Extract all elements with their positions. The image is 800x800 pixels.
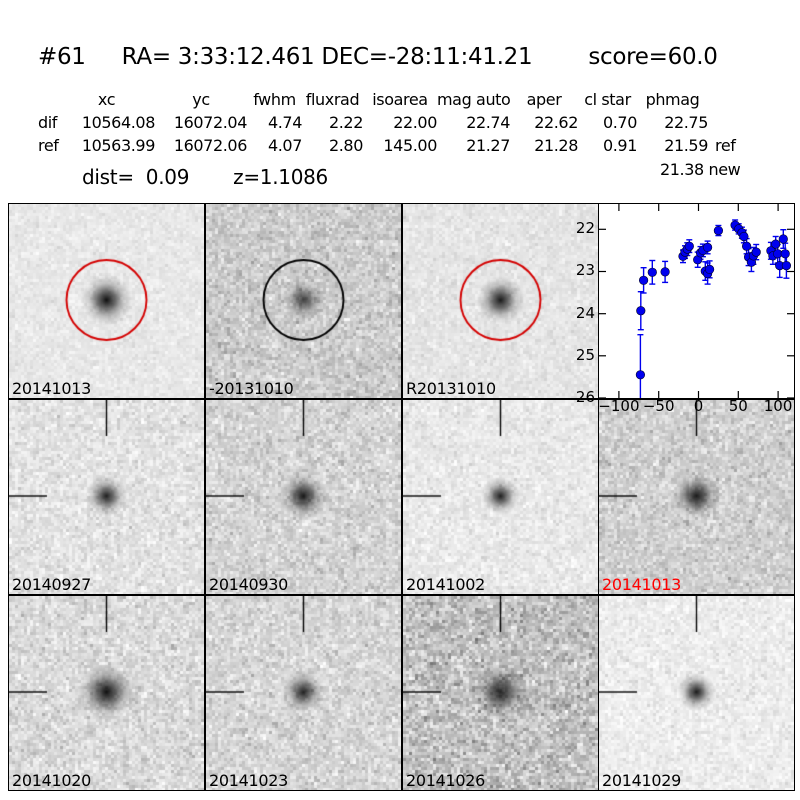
cutout-panel-diff-20131010[interactable]: -20131010 bbox=[205, 203, 402, 399]
table-cell: 16072.04 bbox=[173, 113, 248, 132]
plot-ytick-label: 23 bbox=[575, 261, 595, 280]
dist-redshift-line: dist= 0.09 z=1.1086 bbox=[82, 165, 328, 189]
cutout-image bbox=[9, 400, 204, 594]
table-cell: 21.59 bbox=[664, 136, 708, 155]
table-header-clstar: cl star bbox=[584, 90, 631, 109]
table-header bbox=[28, 88, 58, 111]
phmag-new-suffix: new bbox=[708, 160, 741, 179]
table-cell: 22.74 bbox=[466, 113, 510, 132]
cutout-panel-20140930[interactable]: 20140930 bbox=[205, 399, 402, 595]
plot-xtick-label: −100 bbox=[598, 397, 640, 415]
cutout-panel-20141029[interactable]: 20141029 bbox=[598, 595, 795, 791]
table-header-phmag: phmag bbox=[645, 90, 700, 109]
plot-xtick-label: −50 bbox=[642, 397, 675, 415]
cutout-image bbox=[403, 400, 598, 594]
table-cell: 21.27 bbox=[466, 136, 510, 155]
candidate-coordinates: RA= 3:33:12.461 DEC=-28:11:41.21 bbox=[121, 44, 533, 70]
table-cell: 22.00 bbox=[393, 113, 437, 132]
photometry-table: xc yc fwhm fluxrad isoarea mag auto aper… bbox=[28, 88, 754, 157]
cutout-image bbox=[599, 596, 794, 790]
cutout-label: 20141029 bbox=[602, 771, 682, 790]
cutout-panel-20141020[interactable]: 20141020 bbox=[8, 595, 205, 791]
table-header-aper: aper bbox=[526, 90, 562, 109]
table-cell-suffix bbox=[708, 111, 754, 134]
plot-ytick-label: 24 bbox=[575, 303, 595, 322]
lightcurve-plot[interactable]: 22 23 24 25 26 −100 −50 0 50 100 bbox=[576, 203, 795, 416]
cutout-image bbox=[9, 596, 204, 790]
table-cell: 0.91 bbox=[602, 136, 637, 155]
cutout-panel-new-20141013[interactable]: 20141013 bbox=[8, 203, 205, 399]
plot-xtick-label: 0 bbox=[693, 397, 704, 415]
table-cell: 22.75 bbox=[664, 113, 708, 132]
table-header-fluxrad: fluxrad bbox=[305, 90, 360, 109]
cutout-panel-20141026[interactable]: 20141026 bbox=[402, 595, 599, 791]
cutout-label: 20140930 bbox=[209, 575, 289, 594]
table-cell: 2.80 bbox=[328, 136, 363, 155]
candidate-id: #61 bbox=[38, 44, 86, 70]
table-header-isoarea: isoarea bbox=[372, 90, 428, 109]
dist-label: dist= bbox=[82, 165, 134, 189]
plot-xtick-label: 50 bbox=[728, 397, 748, 415]
table-cell-suffix: ref bbox=[715, 136, 736, 155]
cutout-image bbox=[206, 400, 401, 594]
table-header-suffix bbox=[708, 88, 754, 111]
cutout-image bbox=[206, 204, 401, 398]
table-header-xc: xc bbox=[97, 90, 116, 109]
cutout-panel-20141023[interactable]: 20141023 bbox=[205, 595, 402, 791]
cutout-label: 20141020 bbox=[12, 771, 92, 790]
table-row-label-ref: ref bbox=[38, 136, 59, 155]
cutout-panel-20141002[interactable]: 20141002 bbox=[402, 399, 599, 595]
plot-ytick-label: 25 bbox=[575, 345, 595, 364]
table-cell: 4.74 bbox=[267, 113, 302, 132]
plot-ytick-label: 22 bbox=[575, 219, 595, 238]
plot-xtick-label: 100 bbox=[763, 397, 793, 415]
table-cell: 10564.08 bbox=[81, 113, 156, 132]
table-header-magauto: mag auto bbox=[437, 90, 511, 109]
table-cell: 10563.99 bbox=[81, 136, 156, 155]
cutout-image bbox=[206, 596, 401, 790]
cutout-panel-20141013[interactable]: 20141013 bbox=[598, 399, 795, 595]
cutout-label: 20141013 bbox=[602, 575, 682, 594]
table-cell: 16072.06 bbox=[173, 136, 248, 155]
cutout-label: 20141026 bbox=[406, 771, 486, 790]
cutout-panel-ref-20131010[interactable]: R20131010 bbox=[402, 203, 599, 399]
table-row-label-dif: dif bbox=[38, 113, 58, 132]
table-cell: 0.70 bbox=[602, 113, 637, 132]
page-title: #61 RA= 3:33:12.461 DEC=-28:11:41.21 sco… bbox=[38, 44, 718, 70]
phmag-new-value: 21.38 bbox=[660, 160, 704, 179]
table-cell: 21.28 bbox=[534, 136, 578, 155]
lightcurve-canvas bbox=[599, 204, 794, 416]
cutout-image bbox=[9, 204, 204, 398]
cutout-label: 20141023 bbox=[209, 771, 289, 790]
table-cell: 2.22 bbox=[328, 113, 363, 132]
cutout-label: 20140927 bbox=[12, 575, 92, 594]
table-header-fwhm: fwhm bbox=[253, 90, 296, 109]
candidate-score: score=60.0 bbox=[588, 44, 718, 70]
plot-ytick-label: 26 bbox=[575, 388, 595, 406]
cutout-label: -20131010 bbox=[209, 379, 294, 398]
cutout-image bbox=[403, 596, 598, 790]
redshift-value: z=1.1086 bbox=[233, 165, 328, 189]
table-cell: 4.07 bbox=[267, 136, 302, 155]
cutout-image bbox=[599, 400, 794, 594]
table-header-yc: yc bbox=[192, 90, 210, 109]
table-cell: 145.00 bbox=[383, 136, 437, 155]
cutout-label: 20141013 bbox=[12, 379, 92, 398]
cutout-panel-20140927[interactable]: 20140927 bbox=[8, 399, 205, 595]
table-cell: 22.62 bbox=[534, 113, 578, 132]
cutout-label: R20131010 bbox=[406, 379, 496, 398]
cutout-image bbox=[403, 204, 598, 398]
cutout-label: 20141002 bbox=[406, 575, 486, 594]
phmag-new-line: 21.38 new bbox=[660, 160, 741, 179]
dist-value: 0.09 bbox=[145, 165, 190, 189]
